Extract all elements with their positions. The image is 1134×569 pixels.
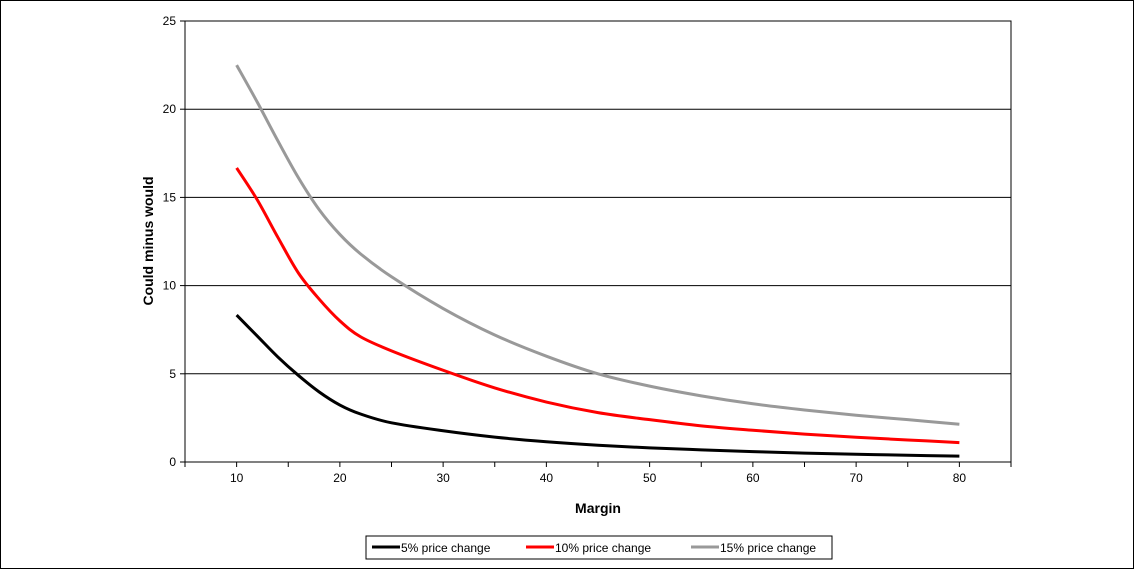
x-tick-label-50: 50 [643, 471, 657, 485]
tick-labels: 0 5 10 15 20 25 10 20 30 40 50 60 70 80 [163, 14, 967, 485]
legend-label-3: 15% price change [720, 541, 816, 555]
y-axis-title: Could minus would [140, 176, 156, 305]
series-line-1 [235, 314, 960, 458]
x-tick-label-10: 10 [230, 471, 244, 485]
x-tick-label-70: 70 [849, 471, 863, 485]
x-tick-label-60: 60 [746, 471, 760, 485]
y-tick-label-10: 10 [163, 279, 177, 293]
series-layer [235, 64, 960, 458]
legend-box [365, 535, 833, 560]
legend-label-1: 5% price change [401, 541, 491, 555]
x-tick-label-40: 40 [540, 471, 554, 485]
x-tick-label-20: 20 [333, 471, 347, 485]
y-tick-label-5: 5 [169, 367, 176, 381]
y-tick-label-20: 20 [163, 102, 177, 116]
series-line-2 [235, 167, 960, 445]
series-line-3 [235, 64, 960, 426]
x-tick-label-30: 30 [436, 471, 450, 485]
y-tick-label-15: 15 [163, 190, 177, 204]
x-tick-label-80: 80 [953, 471, 967, 485]
y-tick-label-25: 25 [163, 14, 177, 28]
plot-area [184, 20, 1012, 463]
y-tick-label-0: 0 [169, 455, 176, 469]
axes [180, 20, 1012, 467]
legend-label-2: 10% price change [555, 541, 651, 555]
x-axis-title: Margin [575, 500, 621, 516]
legend: 5% price change 10% price change 15% price… [365, 535, 833, 560]
